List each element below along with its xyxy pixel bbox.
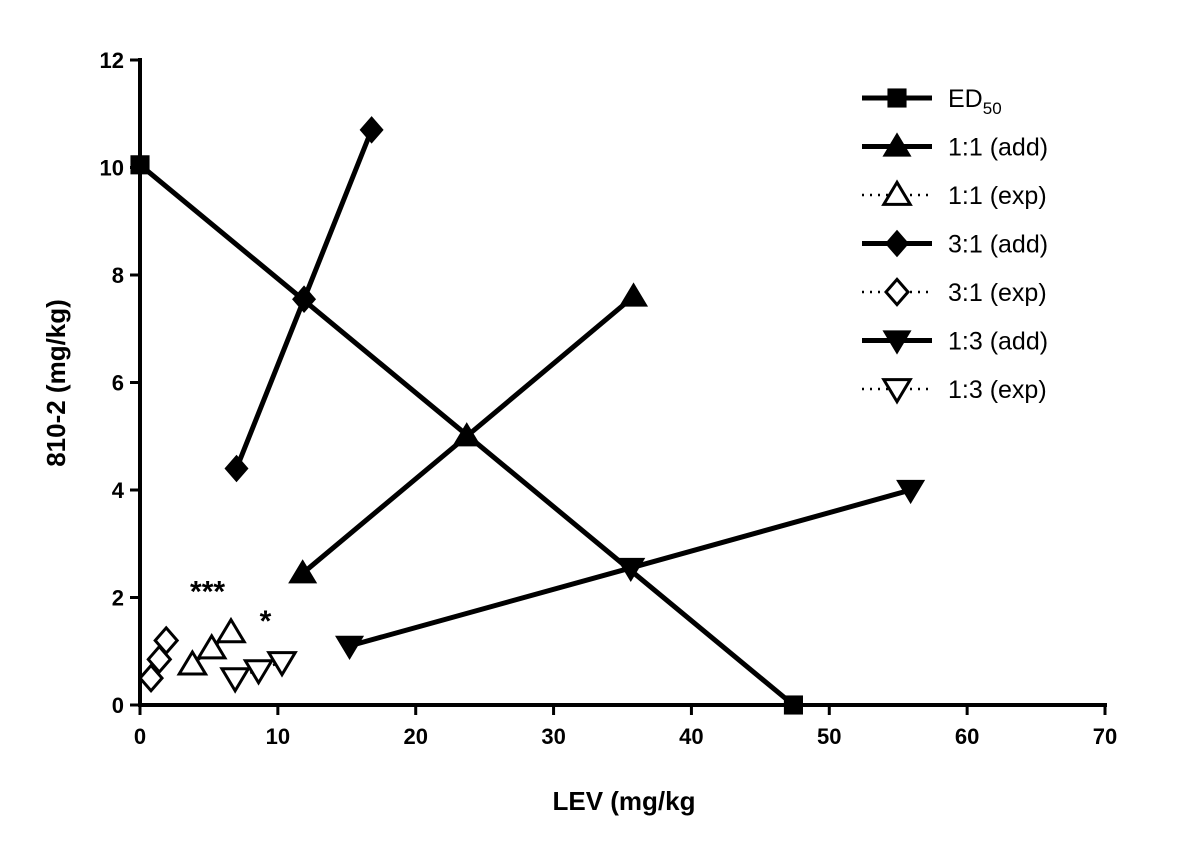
significance-annotation: * (260, 605, 272, 638)
plot-area (130, 116, 926, 715)
data-point-1-3-exp-2 (266, 651, 298, 678)
y-tick-label: 2 (112, 586, 124, 611)
x-tick-label: 20 (403, 724, 427, 749)
x-tick-label: 30 (541, 724, 565, 749)
series-1-1-exp (176, 616, 247, 676)
y-tick-label: 8 (112, 263, 124, 288)
x-tick-label: 70 (1093, 724, 1117, 749)
data-point-3-1-exp-0 (138, 663, 165, 694)
series-1-1-add (288, 282, 649, 584)
x-tick-label: 0 (134, 724, 146, 749)
data-point-1-1-add-2 (619, 282, 649, 307)
y-axis-title: 810-2 (mg/kg) (41, 299, 71, 467)
legend-entry-1-3-exp: 1:3 (exp) (862, 376, 1047, 405)
legend-marker (887, 88, 907, 108)
legend-label: 1:3 (add) (948, 328, 1048, 356)
legend-entry-3-1-exp: 3:1 (exp) (862, 277, 1047, 307)
x-axis-title: LEV (mg/kg (552, 786, 695, 816)
data-point-1-1-exp-2 (215, 616, 247, 644)
legend-entry-1-3-add: 1:3 (add) (862, 328, 1048, 356)
annotations: **** (190, 575, 272, 638)
x-tick-label: 60 (955, 724, 979, 749)
x-tick-label: 10 (266, 724, 290, 749)
legend-entry-1-1-add: 1:1 (add) (862, 132, 1048, 162)
data-point-1-3-add-1 (616, 557, 646, 583)
data-point-3-1-add-2 (359, 116, 384, 144)
x-tick-label: 40 (679, 724, 703, 749)
series-1-3-exp (219, 651, 298, 694)
data-point-3-1-exp-2 (153, 625, 180, 656)
data-point-1-1-exp-0 (176, 649, 209, 676)
data-point-3-1-add-0 (224, 454, 249, 483)
data-point-1-3-exp-0 (219, 667, 251, 694)
data-point-1-1-add-0 (288, 559, 318, 584)
axes: 0 10 20 30 40 50 60 70 0 2 4 6 8 10 12 (100, 48, 1118, 749)
y-tick-label: 0 (112, 693, 124, 718)
legend-label: 3:1 (exp) (948, 279, 1047, 307)
legend-label: 1:1 (add) (948, 134, 1048, 162)
legend-label: 1:3 (exp) (948, 376, 1047, 404)
y-tick-label: 12 (100, 48, 124, 73)
series-1-3-add (335, 479, 926, 660)
significance-annotation: *** (190, 575, 225, 608)
y-tick-label: 4 (112, 478, 125, 503)
series-3-1-add (224, 116, 384, 483)
legend-marker (882, 330, 912, 355)
data-point-1-3-exp-1 (242, 659, 275, 686)
series-3-1-exp (138, 625, 180, 694)
data-point-1-3-add-2 (896, 479, 926, 505)
legend-marker (885, 229, 909, 258)
legend-marker (884, 277, 910, 307)
legend-marker (881, 378, 913, 405)
legend-label: ED50 (948, 85, 1002, 118)
legend-entry-1-1-exp: 1:1 (exp) (862, 179, 1047, 210)
legend-label: 1:1 (exp) (948, 182, 1047, 210)
data-point-1-3-add-0 (335, 635, 365, 660)
data-point-1-1-exp-1 (195, 632, 228, 660)
legend-marker (882, 132, 912, 157)
legend-marker (881, 179, 913, 206)
y-tick-label: 10 (100, 156, 124, 181)
legend-label: 3:1 (add) (948, 231, 1048, 259)
x-tick-label: 50 (817, 724, 841, 749)
legend-entry-3-1-add: 3:1 (add) (862, 229, 1048, 259)
data-point-3-1-add-1 (292, 285, 317, 313)
data-point-1-1-add-1 (452, 422, 482, 447)
legend: ED50 1:1 (add) 1:1 (exp) 3:1 (add) 3:1 (exp)… (862, 85, 1048, 405)
y-tick-label: 6 (112, 371, 124, 396)
legend-entry-ed50: ED50 (862, 85, 1002, 118)
